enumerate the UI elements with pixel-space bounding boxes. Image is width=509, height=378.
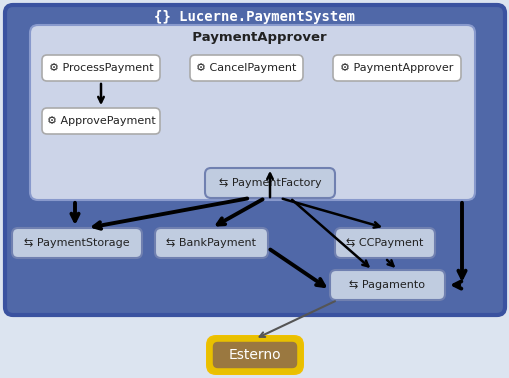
- Text: ⇆ Pagamento: ⇆ Pagamento: [349, 280, 425, 290]
- FancyBboxPatch shape: [42, 108, 160, 134]
- Text: ⇆ CCPayment: ⇆ CCPayment: [346, 238, 423, 248]
- Text: ⚙ PaymentApprover: ⚙ PaymentApprover: [340, 63, 453, 73]
- FancyBboxPatch shape: [12, 228, 142, 258]
- FancyBboxPatch shape: [210, 339, 299, 371]
- FancyBboxPatch shape: [334, 228, 434, 258]
- FancyBboxPatch shape: [206, 335, 303, 375]
- Text: ⚙ CancelPayment: ⚙ CancelPayment: [196, 63, 296, 73]
- Text: {} Lucerne.PaymentSystem: {} Lucerne.PaymentSystem: [154, 10, 355, 24]
- Text: ⇆ PaymentStorage: ⇆ PaymentStorage: [24, 238, 130, 248]
- FancyBboxPatch shape: [205, 168, 334, 198]
- FancyBboxPatch shape: [42, 55, 160, 81]
- Text: ⚙ ProcessPayment: ⚙ ProcessPayment: [48, 63, 153, 73]
- Text: Esterno: Esterno: [228, 348, 281, 362]
- Text: ⇆ PaymentFactory: ⇆ PaymentFactory: [218, 178, 321, 188]
- Text: ⚙ ApprovePayment: ⚙ ApprovePayment: [46, 116, 155, 126]
- FancyBboxPatch shape: [5, 5, 504, 315]
- FancyBboxPatch shape: [30, 25, 474, 200]
- Text: ⇆ BankPayment: ⇆ BankPayment: [166, 238, 256, 248]
- FancyBboxPatch shape: [155, 228, 267, 258]
- FancyBboxPatch shape: [190, 55, 302, 81]
- FancyBboxPatch shape: [332, 55, 460, 81]
- Text: PaymentApprover: PaymentApprover: [183, 31, 326, 43]
- FancyBboxPatch shape: [329, 270, 444, 300]
